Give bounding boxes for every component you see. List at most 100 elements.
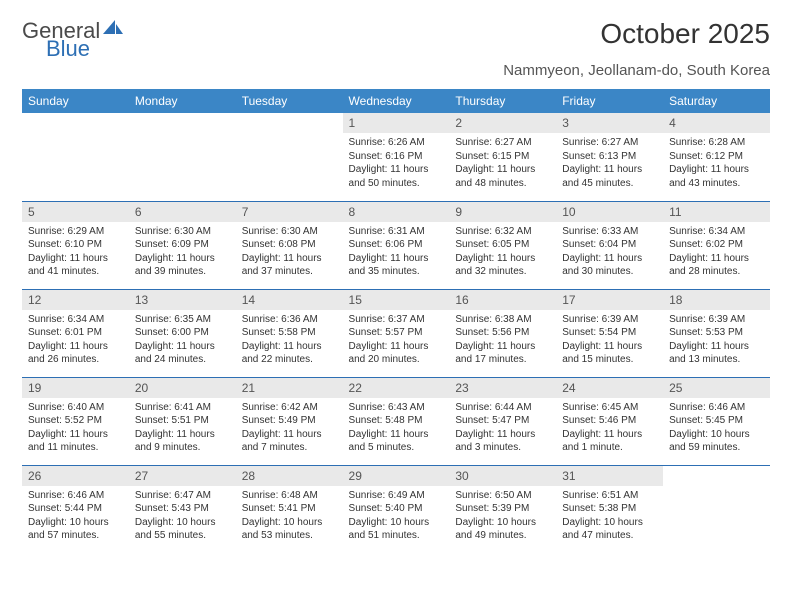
day-details: Sunrise: 6:45 AMSunset: 5:46 PMDaylight:… [556, 398, 663, 459]
day-details: Sunrise: 6:28 AMSunset: 6:12 PMDaylight:… [663, 133, 770, 194]
day-number: 17 [556, 290, 663, 310]
day-details: Sunrise: 6:42 AMSunset: 5:49 PMDaylight:… [236, 398, 343, 459]
day-details: Sunrise: 6:43 AMSunset: 5:48 PMDaylight:… [343, 398, 450, 459]
calendar-cell: 1Sunrise: 6:26 AMSunset: 6:16 PMDaylight… [343, 113, 450, 201]
calendar-cell: 19Sunrise: 6:40 AMSunset: 5:52 PMDayligh… [22, 377, 129, 465]
day-details: Sunrise: 6:26 AMSunset: 6:16 PMDaylight:… [343, 133, 450, 194]
day-number: 2 [449, 113, 556, 133]
day-number: 8 [343, 202, 450, 222]
calendar-week-row: 12Sunrise: 6:34 AMSunset: 6:01 PMDayligh… [22, 289, 770, 377]
day-details: Sunrise: 6:32 AMSunset: 6:05 PMDaylight:… [449, 222, 556, 283]
day-details: Sunrise: 6:38 AMSunset: 5:56 PMDaylight:… [449, 310, 556, 371]
calendar-cell: 7Sunrise: 6:30 AMSunset: 6:08 PMDaylight… [236, 201, 343, 289]
empty-cell [22, 113, 129, 133]
calendar-cell: 17Sunrise: 6:39 AMSunset: 5:54 PMDayligh… [556, 289, 663, 377]
calendar-cell [22, 113, 129, 201]
day-number: 27 [129, 466, 236, 486]
calendar-cell: 11Sunrise: 6:34 AMSunset: 6:02 PMDayligh… [663, 201, 770, 289]
day-details: Sunrise: 6:30 AMSunset: 6:09 PMDaylight:… [129, 222, 236, 283]
day-number: 29 [343, 466, 450, 486]
day-details: Sunrise: 6:31 AMSunset: 6:06 PMDaylight:… [343, 222, 450, 283]
calendar-table: SundayMondayTuesdayWednesdayThursdayFrid… [22, 89, 770, 553]
calendar-cell [663, 465, 770, 553]
day-number: 7 [236, 202, 343, 222]
day-header: Monday [129, 89, 236, 113]
day-details: Sunrise: 6:37 AMSunset: 5:57 PMDaylight:… [343, 310, 450, 371]
calendar-cell: 15Sunrise: 6:37 AMSunset: 5:57 PMDayligh… [343, 289, 450, 377]
day-number: 23 [449, 378, 556, 398]
day-details: Sunrise: 6:41 AMSunset: 5:51 PMDaylight:… [129, 398, 236, 459]
day-number: 15 [343, 290, 450, 310]
calendar-cell [129, 113, 236, 201]
day-header: Friday [556, 89, 663, 113]
day-number: 13 [129, 290, 236, 310]
day-number: 31 [556, 466, 663, 486]
calendar-cell: 3Sunrise: 6:27 AMSunset: 6:13 PMDaylight… [556, 113, 663, 201]
day-number: 11 [663, 202, 770, 222]
calendar-cell: 4Sunrise: 6:28 AMSunset: 6:12 PMDaylight… [663, 113, 770, 201]
calendar-week-row: 19Sunrise: 6:40 AMSunset: 5:52 PMDayligh… [22, 377, 770, 465]
day-number: 18 [663, 290, 770, 310]
calendar-cell: 22Sunrise: 6:43 AMSunset: 5:48 PMDayligh… [343, 377, 450, 465]
day-number: 10 [556, 202, 663, 222]
day-number: 4 [663, 113, 770, 133]
day-header: Saturday [663, 89, 770, 113]
day-number: 9 [449, 202, 556, 222]
calendar-week-row: 5Sunrise: 6:29 AMSunset: 6:10 PMDaylight… [22, 201, 770, 289]
day-details: Sunrise: 6:40 AMSunset: 5:52 PMDaylight:… [22, 398, 129, 459]
calendar-cell: 16Sunrise: 6:38 AMSunset: 5:56 PMDayligh… [449, 289, 556, 377]
day-header: Sunday [22, 89, 129, 113]
day-details: Sunrise: 6:29 AMSunset: 6:10 PMDaylight:… [22, 222, 129, 283]
title-block: October 2025 [600, 18, 770, 50]
day-number: 19 [22, 378, 129, 398]
calendar-cell: 21Sunrise: 6:42 AMSunset: 5:49 PMDayligh… [236, 377, 343, 465]
day-number: 6 [129, 202, 236, 222]
day-details: Sunrise: 6:34 AMSunset: 6:02 PMDaylight:… [663, 222, 770, 283]
calendar-body: 1Sunrise: 6:26 AMSunset: 6:16 PMDaylight… [22, 113, 770, 553]
day-details: Sunrise: 6:27 AMSunset: 6:13 PMDaylight:… [556, 133, 663, 194]
day-number: 1 [343, 113, 450, 133]
calendar-cell: 30Sunrise: 6:50 AMSunset: 5:39 PMDayligh… [449, 465, 556, 553]
day-number: 26 [22, 466, 129, 486]
calendar-cell: 5Sunrise: 6:29 AMSunset: 6:10 PMDaylight… [22, 201, 129, 289]
day-header: Wednesday [343, 89, 450, 113]
day-number: 16 [449, 290, 556, 310]
calendar-header: SundayMondayTuesdayWednesdayThursdayFrid… [22, 89, 770, 113]
calendar-cell: 12Sunrise: 6:34 AMSunset: 6:01 PMDayligh… [22, 289, 129, 377]
calendar-cell: 29Sunrise: 6:49 AMSunset: 5:40 PMDayligh… [343, 465, 450, 553]
day-header: Tuesday [236, 89, 343, 113]
day-details: Sunrise: 6:46 AMSunset: 5:44 PMDaylight:… [22, 486, 129, 547]
day-details: Sunrise: 6:36 AMSunset: 5:58 PMDaylight:… [236, 310, 343, 371]
day-number: 20 [129, 378, 236, 398]
brand-sail-icon [103, 20, 123, 34]
calendar-cell: 14Sunrise: 6:36 AMSunset: 5:58 PMDayligh… [236, 289, 343, 377]
location-subtitle: Nammyeon, Jeollanam-do, South Korea [22, 62, 770, 79]
day-number: 22 [343, 378, 450, 398]
calendar-cell: 25Sunrise: 6:46 AMSunset: 5:45 PMDayligh… [663, 377, 770, 465]
day-details: Sunrise: 6:34 AMSunset: 6:01 PMDaylight:… [22, 310, 129, 371]
calendar-cell: 13Sunrise: 6:35 AMSunset: 6:00 PMDayligh… [129, 289, 236, 377]
day-number: 5 [22, 202, 129, 222]
calendar-page: General October 2025 Blue Nammyeon, Jeol… [0, 0, 792, 563]
calendar-week-row: 26Sunrise: 6:46 AMSunset: 5:44 PMDayligh… [22, 465, 770, 553]
day-details: Sunrise: 6:39 AMSunset: 5:53 PMDaylight:… [663, 310, 770, 371]
day-number: 14 [236, 290, 343, 310]
day-details: Sunrise: 6:48 AMSunset: 5:41 PMDaylight:… [236, 486, 343, 547]
day-number: 24 [556, 378, 663, 398]
calendar-cell: 20Sunrise: 6:41 AMSunset: 5:51 PMDayligh… [129, 377, 236, 465]
day-details: Sunrise: 6:51 AMSunset: 5:38 PMDaylight:… [556, 486, 663, 547]
empty-cell [129, 113, 236, 133]
day-number: 12 [22, 290, 129, 310]
calendar-cell: 27Sunrise: 6:47 AMSunset: 5:43 PMDayligh… [129, 465, 236, 553]
calendar-cell: 24Sunrise: 6:45 AMSunset: 5:46 PMDayligh… [556, 377, 663, 465]
calendar-cell: 26Sunrise: 6:46 AMSunset: 5:44 PMDayligh… [22, 465, 129, 553]
day-number: 30 [449, 466, 556, 486]
day-details: Sunrise: 6:39 AMSunset: 5:54 PMDaylight:… [556, 310, 663, 371]
day-details: Sunrise: 6:30 AMSunset: 6:08 PMDaylight:… [236, 222, 343, 283]
day-details: Sunrise: 6:46 AMSunset: 5:45 PMDaylight:… [663, 398, 770, 459]
day-details: Sunrise: 6:35 AMSunset: 6:00 PMDaylight:… [129, 310, 236, 371]
calendar-cell: 8Sunrise: 6:31 AMSunset: 6:06 PMDaylight… [343, 201, 450, 289]
calendar-cell: 31Sunrise: 6:51 AMSunset: 5:38 PMDayligh… [556, 465, 663, 553]
day-number: 28 [236, 466, 343, 486]
calendar-cell: 6Sunrise: 6:30 AMSunset: 6:09 PMDaylight… [129, 201, 236, 289]
